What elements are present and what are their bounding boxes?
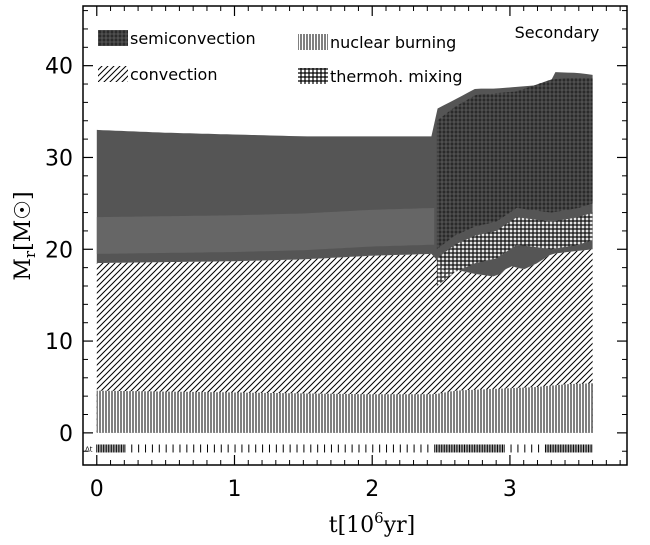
x-tick-label: 0 [90, 477, 104, 502]
y-tick-label: 10 [45, 330, 73, 355]
legend-label: thermoh. mixing [330, 67, 462, 86]
y-tick-label: 30 [45, 146, 73, 171]
nuclear-burning-region [96, 383, 593, 433]
legend-label: semiconvection [130, 29, 256, 48]
plot-frame [82, 5, 628, 466]
svg-text:Mr[M☉]: Mr[M☉] [11, 191, 39, 280]
chart-title: Secondary [515, 23, 600, 42]
legend-swatch [98, 30, 128, 46]
x-axis-label: t[106yr] [329, 509, 416, 538]
legend-swatch [298, 34, 328, 50]
dt-label: Δt [85, 445, 93, 453]
svg-text:t[106yr]: t[106yr] [329, 509, 416, 538]
x-tick-label: 3 [503, 477, 517, 502]
thermohaline-region [436, 212, 593, 286]
legend-label: nuclear burning [330, 33, 456, 52]
envelope-inner-region [96, 208, 435, 254]
legend-swatch [98, 66, 128, 82]
convection-region [96, 249, 593, 433]
y-axis-label: Mr[M☉] [11, 191, 39, 280]
legend-label: convection [130, 65, 217, 84]
legend: semiconvection nuclear burning convection t… [98, 29, 462, 86]
x-tick-label: 2 [365, 477, 379, 502]
plot-area: Δt [85, 72, 593, 453]
semiconvection-region [436, 77, 593, 250]
y-tick-label: 40 [45, 55, 73, 80]
y-tick-label: 20 [45, 238, 73, 263]
x-tick-label: 1 [227, 477, 241, 502]
legend-swatch [298, 68, 328, 84]
y-tick-label: 0 [59, 422, 73, 447]
